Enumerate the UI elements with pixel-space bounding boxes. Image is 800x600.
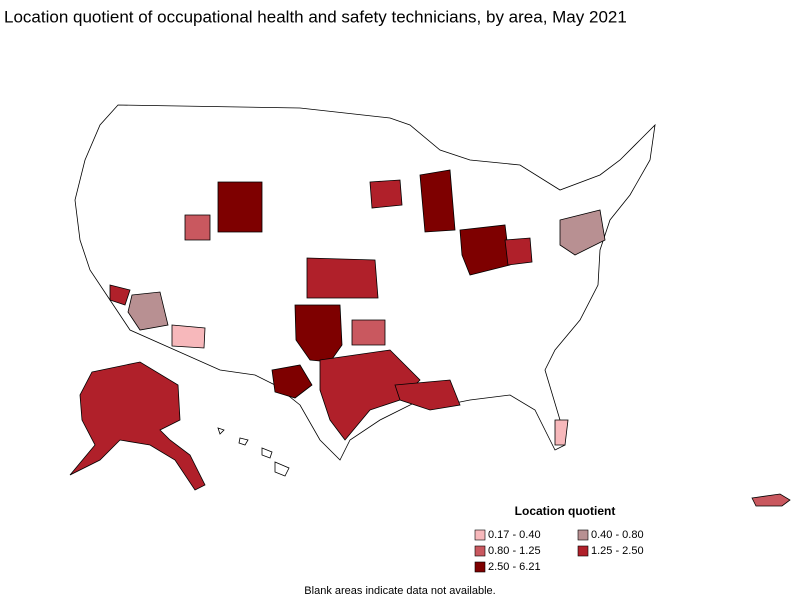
legend-swatch <box>474 545 486 557</box>
legend-label: 0.17 - 0.40 <box>488 529 541 541</box>
map-region <box>171 324 206 349</box>
map-region <box>394 379 461 411</box>
legend-items: 0.17 - 0.40 0.40 - 0.80 0.80 - 1.25 1.25 - … <box>474 529 644 573</box>
legend-swatch <box>577 529 589 541</box>
footnote: Blank areas indicate data not available. <box>304 585 495 597</box>
legend-swatch <box>474 529 486 541</box>
puerto-rico <box>751 493 791 507</box>
map-region <box>306 257 379 299</box>
map-region <box>554 419 569 446</box>
map-region <box>369 179 403 209</box>
legend-label: 2.50 - 6.21 <box>488 561 541 573</box>
legend-label: 0.80 - 1.25 <box>488 545 541 557</box>
legend-title: Location quotient <box>515 504 616 518</box>
map-region <box>109 284 131 306</box>
map <box>69 104 791 507</box>
map-region <box>419 169 456 233</box>
map-region <box>184 214 211 241</box>
legend-swatch <box>577 545 589 557</box>
map-region <box>271 364 313 399</box>
legend-label: 0.40 - 0.80 <box>591 529 644 541</box>
map-region <box>351 319 386 346</box>
map-region <box>459 224 511 276</box>
map-region <box>217 181 263 233</box>
legend-label: 1.25 - 2.50 <box>591 545 644 557</box>
map-region <box>559 209 606 256</box>
hawaii <box>217 427 290 477</box>
legend: Location quotient 0.17 - 0.40 0.40 - 0.80… <box>474 504 644 573</box>
map-region <box>504 237 533 266</box>
map-region <box>69 361 206 491</box>
map-region <box>319 349 421 441</box>
legend-swatch <box>474 561 486 573</box>
map-title: Location quotient of occupational health… <box>4 7 627 26</box>
map-region <box>127 291 169 331</box>
